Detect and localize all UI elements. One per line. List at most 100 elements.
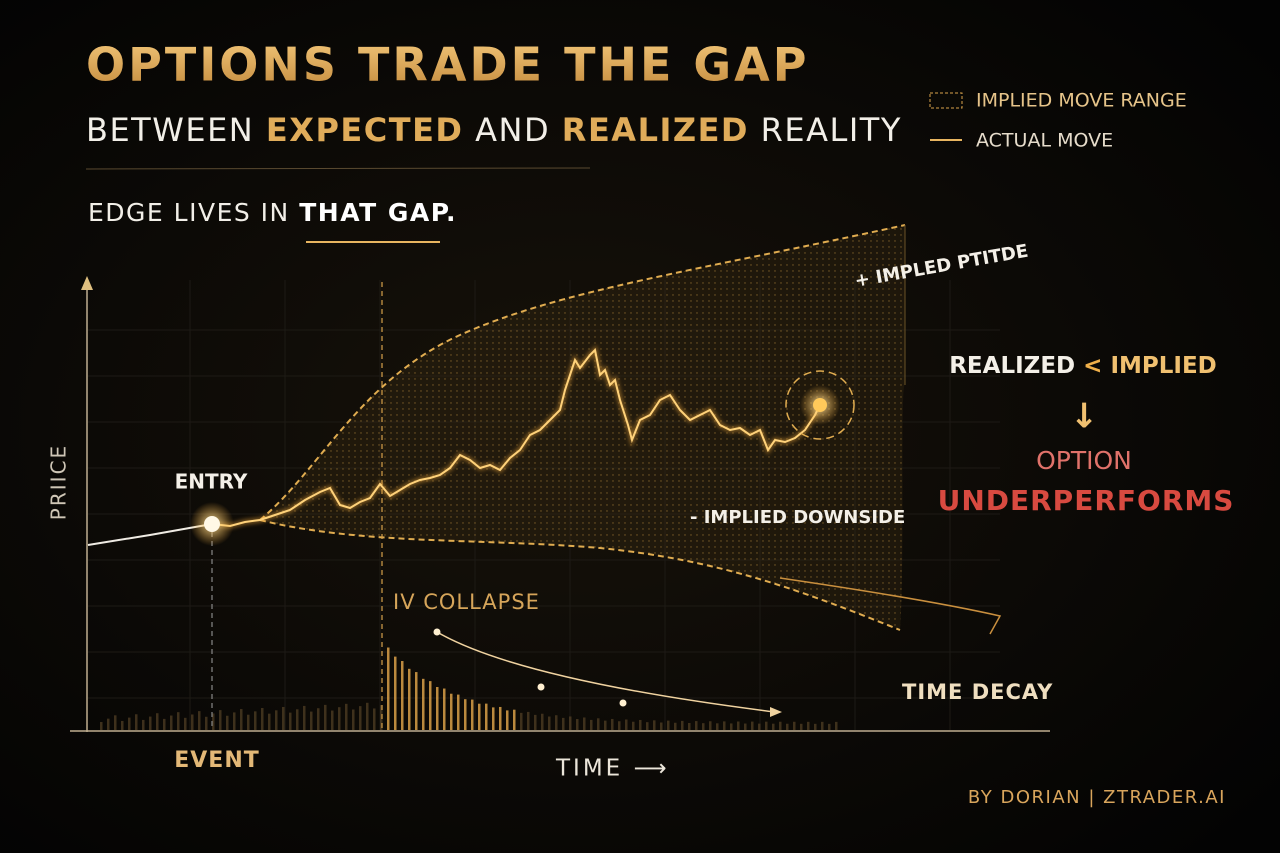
- decor-bar: [723, 721, 726, 730]
- decor-bar: [450, 693, 453, 730]
- decor-bar: [709, 721, 712, 730]
- decor-bar: [821, 721, 824, 730]
- decor-bar: [198, 711, 201, 730]
- decor-bar: [289, 712, 292, 730]
- volatility-bars: [100, 647, 838, 730]
- comparison-part: REALIZED: [949, 353, 1075, 379]
- decor-bar: [576, 718, 579, 730]
- decor-bar: [555, 715, 558, 730]
- decor-bar: [814, 723, 817, 730]
- tagline: EDGE LIVES IN THAT GAP.: [88, 198, 457, 227]
- decor-bar: [513, 709, 516, 730]
- decay-dot: [537, 683, 545, 691]
- conclusion-line: UNDERPERFORMS: [938, 484, 1235, 517]
- decor-bar: [401, 661, 404, 730]
- decor-bar: [660, 722, 663, 730]
- decor-bar: [464, 699, 467, 730]
- decor-bar: [702, 723, 705, 730]
- conclusion-line: OPTION: [1036, 446, 1132, 475]
- decor-bar: [562, 717, 565, 730]
- decor-bar: [338, 707, 341, 730]
- decor-bar: [583, 717, 586, 730]
- decor-bar: [779, 721, 782, 730]
- decor-bar: [604, 720, 607, 730]
- decay-arrow: [770, 707, 782, 717]
- decor-bar: [499, 706, 502, 730]
- implied-lower: [259, 519, 901, 631]
- tagline-part: EDGE LIVES IN: [88, 198, 290, 227]
- decor-bar: [282, 706, 285, 730]
- decor-bar: [786, 723, 789, 730]
- decay-edge: [779, 577, 1002, 635]
- decor-bar: [590, 719, 593, 730]
- decor-bar: [611, 718, 614, 730]
- decor-bar: [135, 714, 138, 730]
- decor-bar: [387, 647, 390, 730]
- divider: [85, 167, 591, 170]
- decor-bar: [100, 722, 103, 730]
- decor-bar: [744, 723, 747, 730]
- title: OPTIONS TRADE THE GAP: [86, 38, 809, 92]
- decor-bar: [471, 699, 474, 730]
- implied-upper: [259, 224, 906, 521]
- tagline-part: THAT GAP.: [299, 198, 457, 227]
- decor-bar: [625, 719, 628, 730]
- subtitle-word: AND: [475, 111, 550, 149]
- iv-label: IV COLLAPSE: [393, 590, 540, 614]
- decor-bar: [793, 721, 796, 730]
- credit: BY DORIAN | ZTRADER.AI: [968, 787, 1226, 808]
- decay-curve: [436, 631, 776, 713]
- decor-bar: [527, 711, 530, 730]
- decor-bar: [835, 721, 838, 730]
- decor-bar: [408, 668, 411, 730]
- decor-bar: [758, 723, 761, 730]
- decor-bar: [674, 722, 677, 730]
- decor-bar: [485, 703, 488, 730]
- decor-bar: [205, 716, 208, 730]
- decor-bar: [317, 708, 320, 730]
- decor-bar: [359, 706, 362, 730]
- decor-bar: [219, 710, 222, 730]
- decor-bar: [618, 721, 621, 730]
- decor-bar: [429, 681, 432, 730]
- subtitle: BETWEEN EXPECTED AND REALIZED REALITY: [86, 111, 902, 149]
- end-dot: [813, 398, 827, 412]
- decor-bar: [751, 721, 754, 730]
- decor-bar: [639, 719, 642, 730]
- subtitle-word: BETWEEN: [86, 111, 254, 149]
- subtitle-word: REALIZED: [562, 111, 749, 149]
- decor-bar: [156, 713, 159, 730]
- decor-bar: [261, 708, 264, 730]
- decor-bar: [240, 709, 243, 730]
- downside-label: - IMPLIED DOWNSIDE: [690, 507, 905, 528]
- decor-bar: [268, 713, 271, 730]
- decor-bar: [275, 710, 278, 730]
- decor-bar: [303, 705, 306, 730]
- comparison-part: <: [1083, 353, 1102, 379]
- actual-move: [211, 347, 821, 528]
- decor-bar: [394, 656, 397, 730]
- decor-bar: [149, 716, 152, 730]
- decor-bar: [296, 709, 299, 730]
- decor-bar: [226, 715, 229, 730]
- decor-bar: [352, 709, 355, 730]
- decor-bar: [541, 713, 544, 730]
- end-ring: [785, 370, 855, 440]
- event-label: EVENT: [174, 748, 260, 773]
- decay-label: TIME DECAY: [902, 680, 1053, 704]
- decor-bar: [520, 712, 523, 730]
- decor-bar: [331, 710, 334, 730]
- decor-bar: [828, 723, 831, 730]
- decor-bar: [436, 687, 439, 730]
- implied-range-area: [260, 225, 905, 630]
- decor-bar: [443, 688, 446, 730]
- decor-bar: [254, 711, 257, 730]
- decay-dot: [433, 628, 441, 636]
- decor-bar: [324, 704, 327, 730]
- decor-bar: [170, 715, 173, 730]
- legend-label: IMPLIED MOVE RANGE: [976, 90, 1187, 112]
- decor-bar: [716, 723, 719, 730]
- decor-bar: [737, 721, 740, 730]
- decor-bar: [492, 707, 495, 730]
